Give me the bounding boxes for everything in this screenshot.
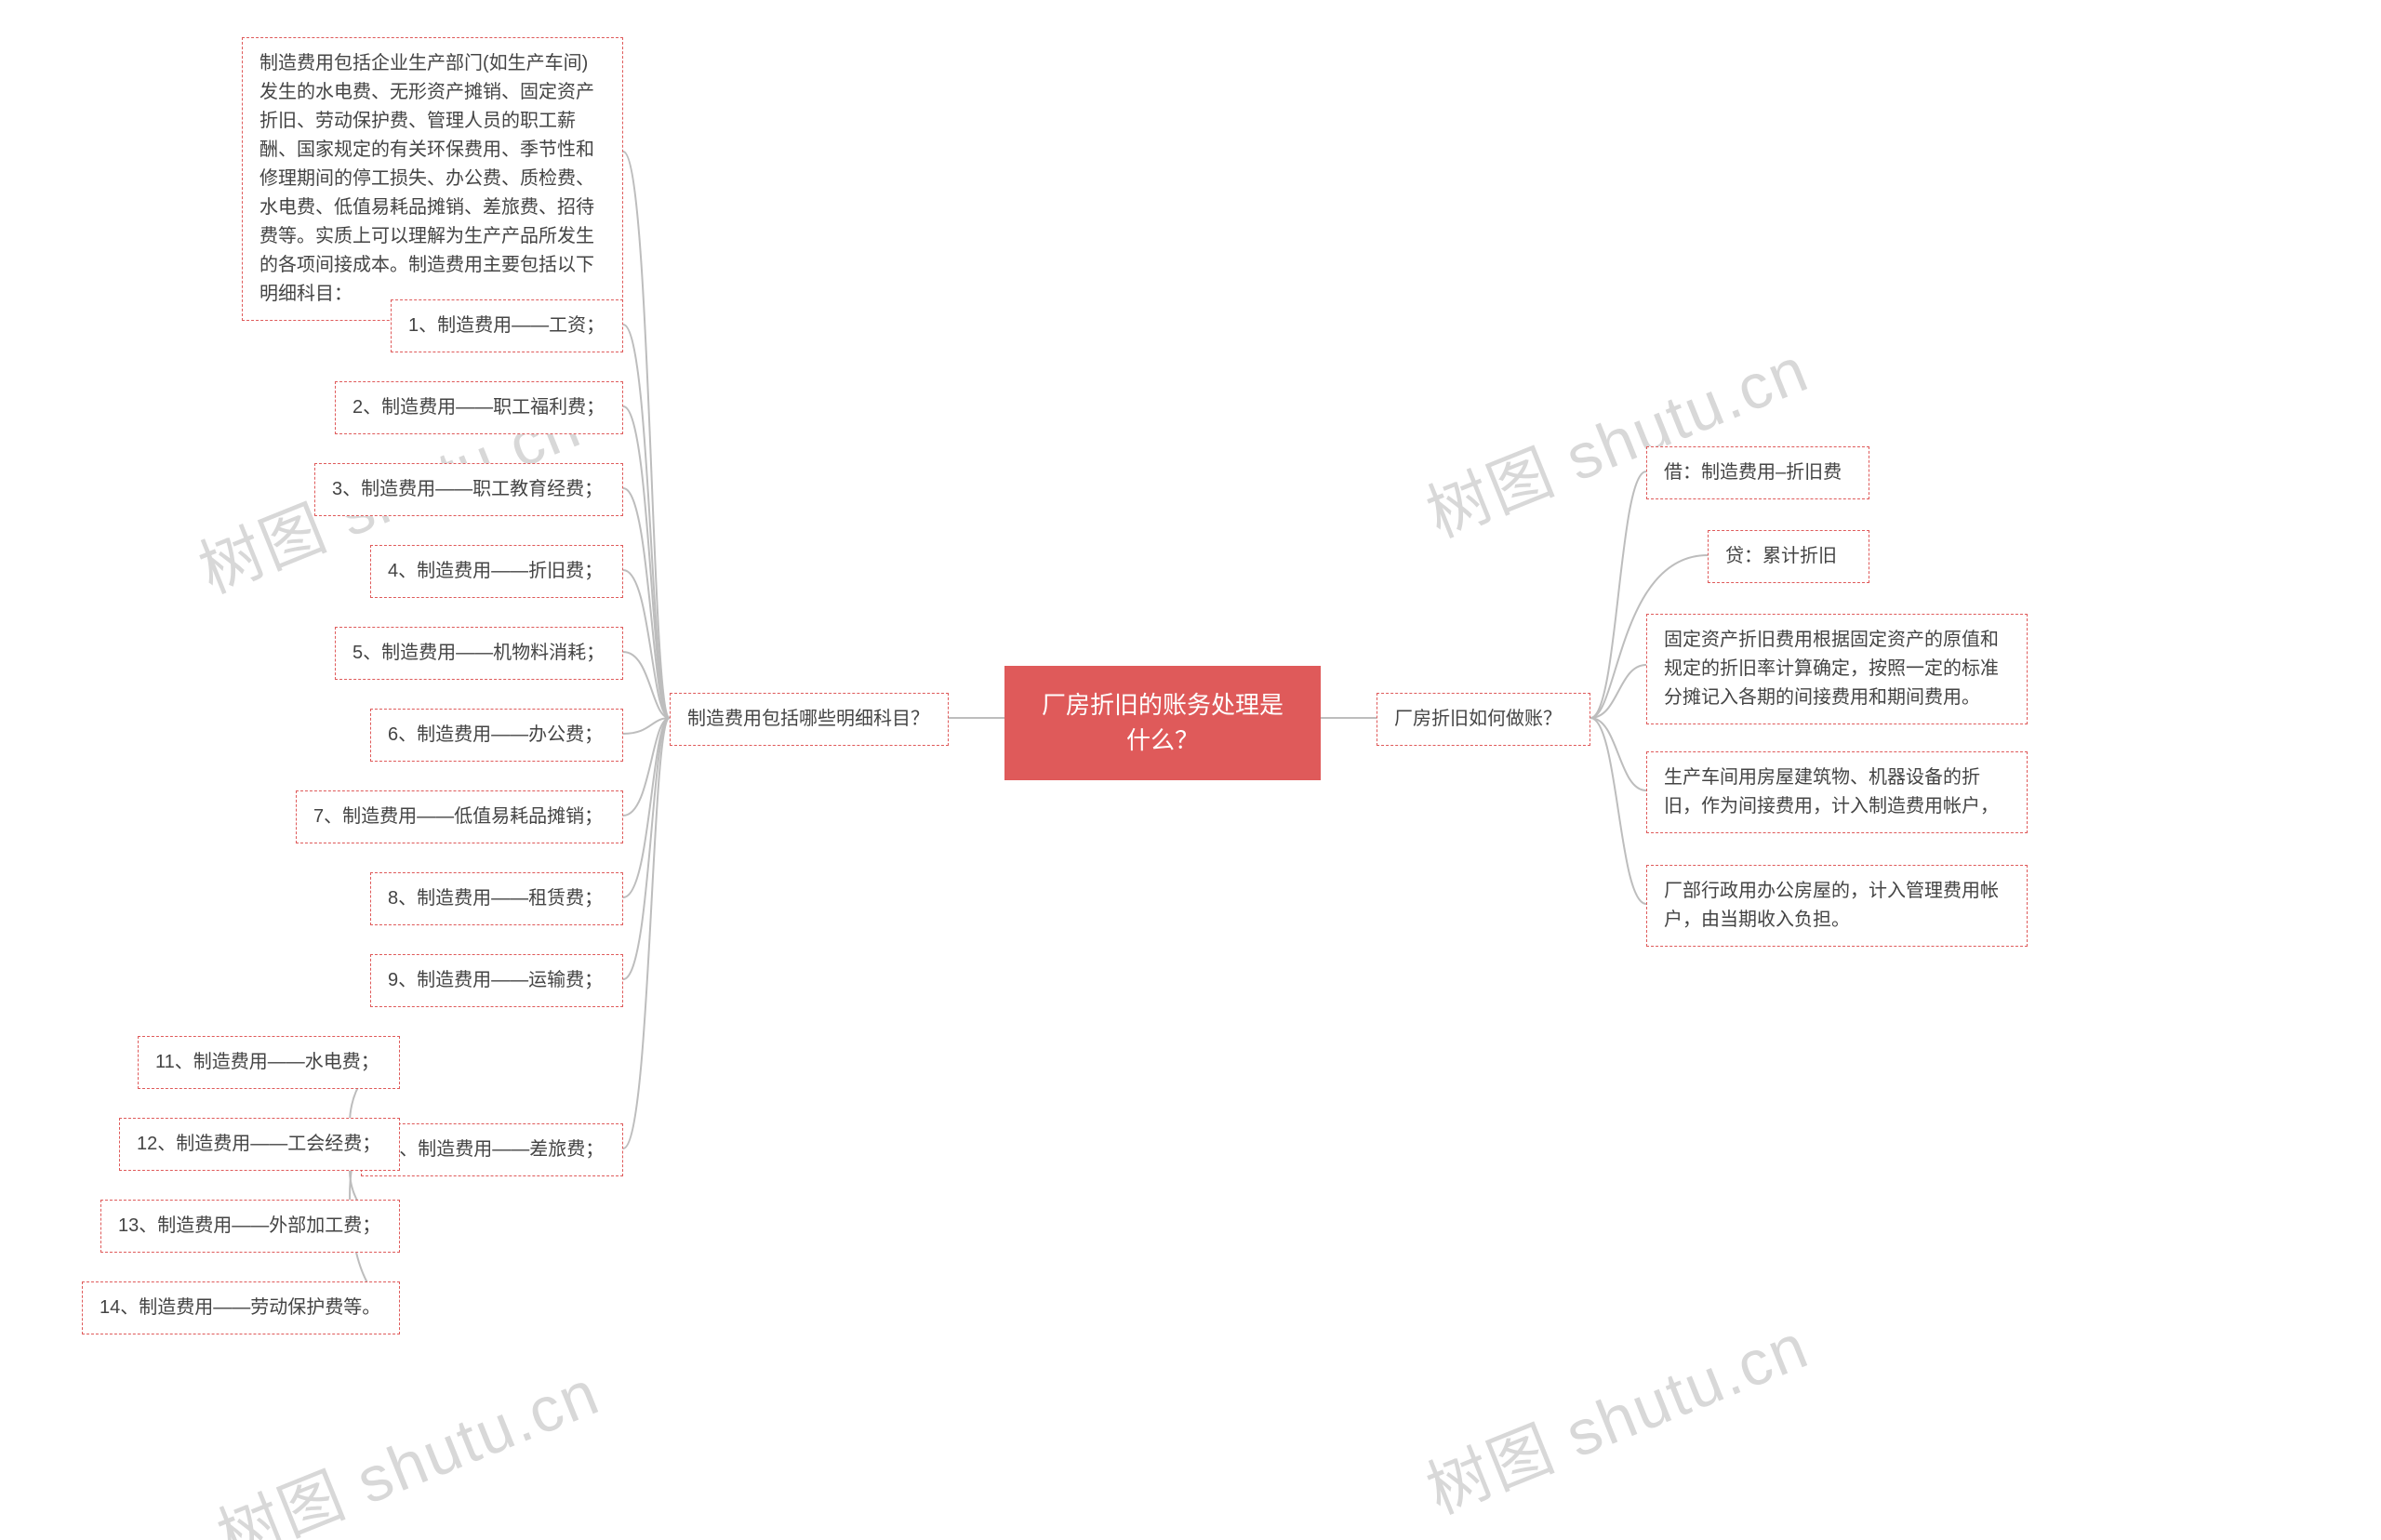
watermark: 树图 shutu.cn	[1411, 1294, 1819, 1531]
right-child: 借：制造费用–折旧费	[1646, 446, 1869, 499]
root-node: 厂房折旧的账务处理是什么？	[1004, 666, 1321, 780]
left-child: 3、制造费用——职工教育经费；	[314, 463, 623, 516]
left-child: 6、制造费用——办公费；	[370, 709, 623, 762]
left-child: 7、制造费用——低值易耗品摊销；	[296, 790, 623, 843]
left-child: 2、制造费用——职工福利费；	[335, 381, 623, 434]
watermark: 树图 shutu.cn	[202, 1341, 610, 1540]
left-child: 4、制造费用——折旧费；	[370, 545, 623, 598]
right-child: 固定资产折旧费用根据固定资产的原值和规定的折旧率计算确定，按照一定的标准分摊记入…	[1646, 614, 2028, 724]
left-child: 9、制造费用——运输费；	[370, 954, 623, 1007]
right-child: 厂部行政用办公房屋的，计入管理费用帐户，由当期收入负担。	[1646, 865, 2028, 947]
left-child: 5、制造费用——机物料消耗；	[335, 627, 623, 680]
left-subchild: 11、制造费用——水电费；	[138, 1036, 400, 1089]
watermark: 树图 shutu.cn	[1411, 318, 1819, 554]
left-child: 制造费用包括企业生产部门(如生产车间)发生的水电费、无形资产摊销、固定资产折旧、…	[242, 37, 623, 321]
left-subchild: 14、制造费用——劳动保护费等。	[82, 1281, 400, 1334]
left-child: 1、制造费用——工资；	[391, 299, 623, 352]
right-branch-label: 厂房折旧如何做账？	[1377, 693, 1590, 746]
left-subchild: 12、制造费用——工会经费；	[119, 1118, 400, 1171]
left-child: 8、制造费用——租赁费；	[370, 872, 623, 925]
right-child: 贷：累计折旧	[1708, 530, 1869, 583]
right-child: 生产车间用房屋建筑物、机器设备的折旧，作为间接费用，计入制造费用帐户，	[1646, 751, 2028, 833]
left-child: 10、制造费用——差旅费；	[361, 1123, 623, 1176]
left-branch-label: 制造费用包括哪些明细科目？	[670, 693, 949, 746]
left-subchild: 13、制造费用——外部加工费；	[100, 1200, 400, 1253]
